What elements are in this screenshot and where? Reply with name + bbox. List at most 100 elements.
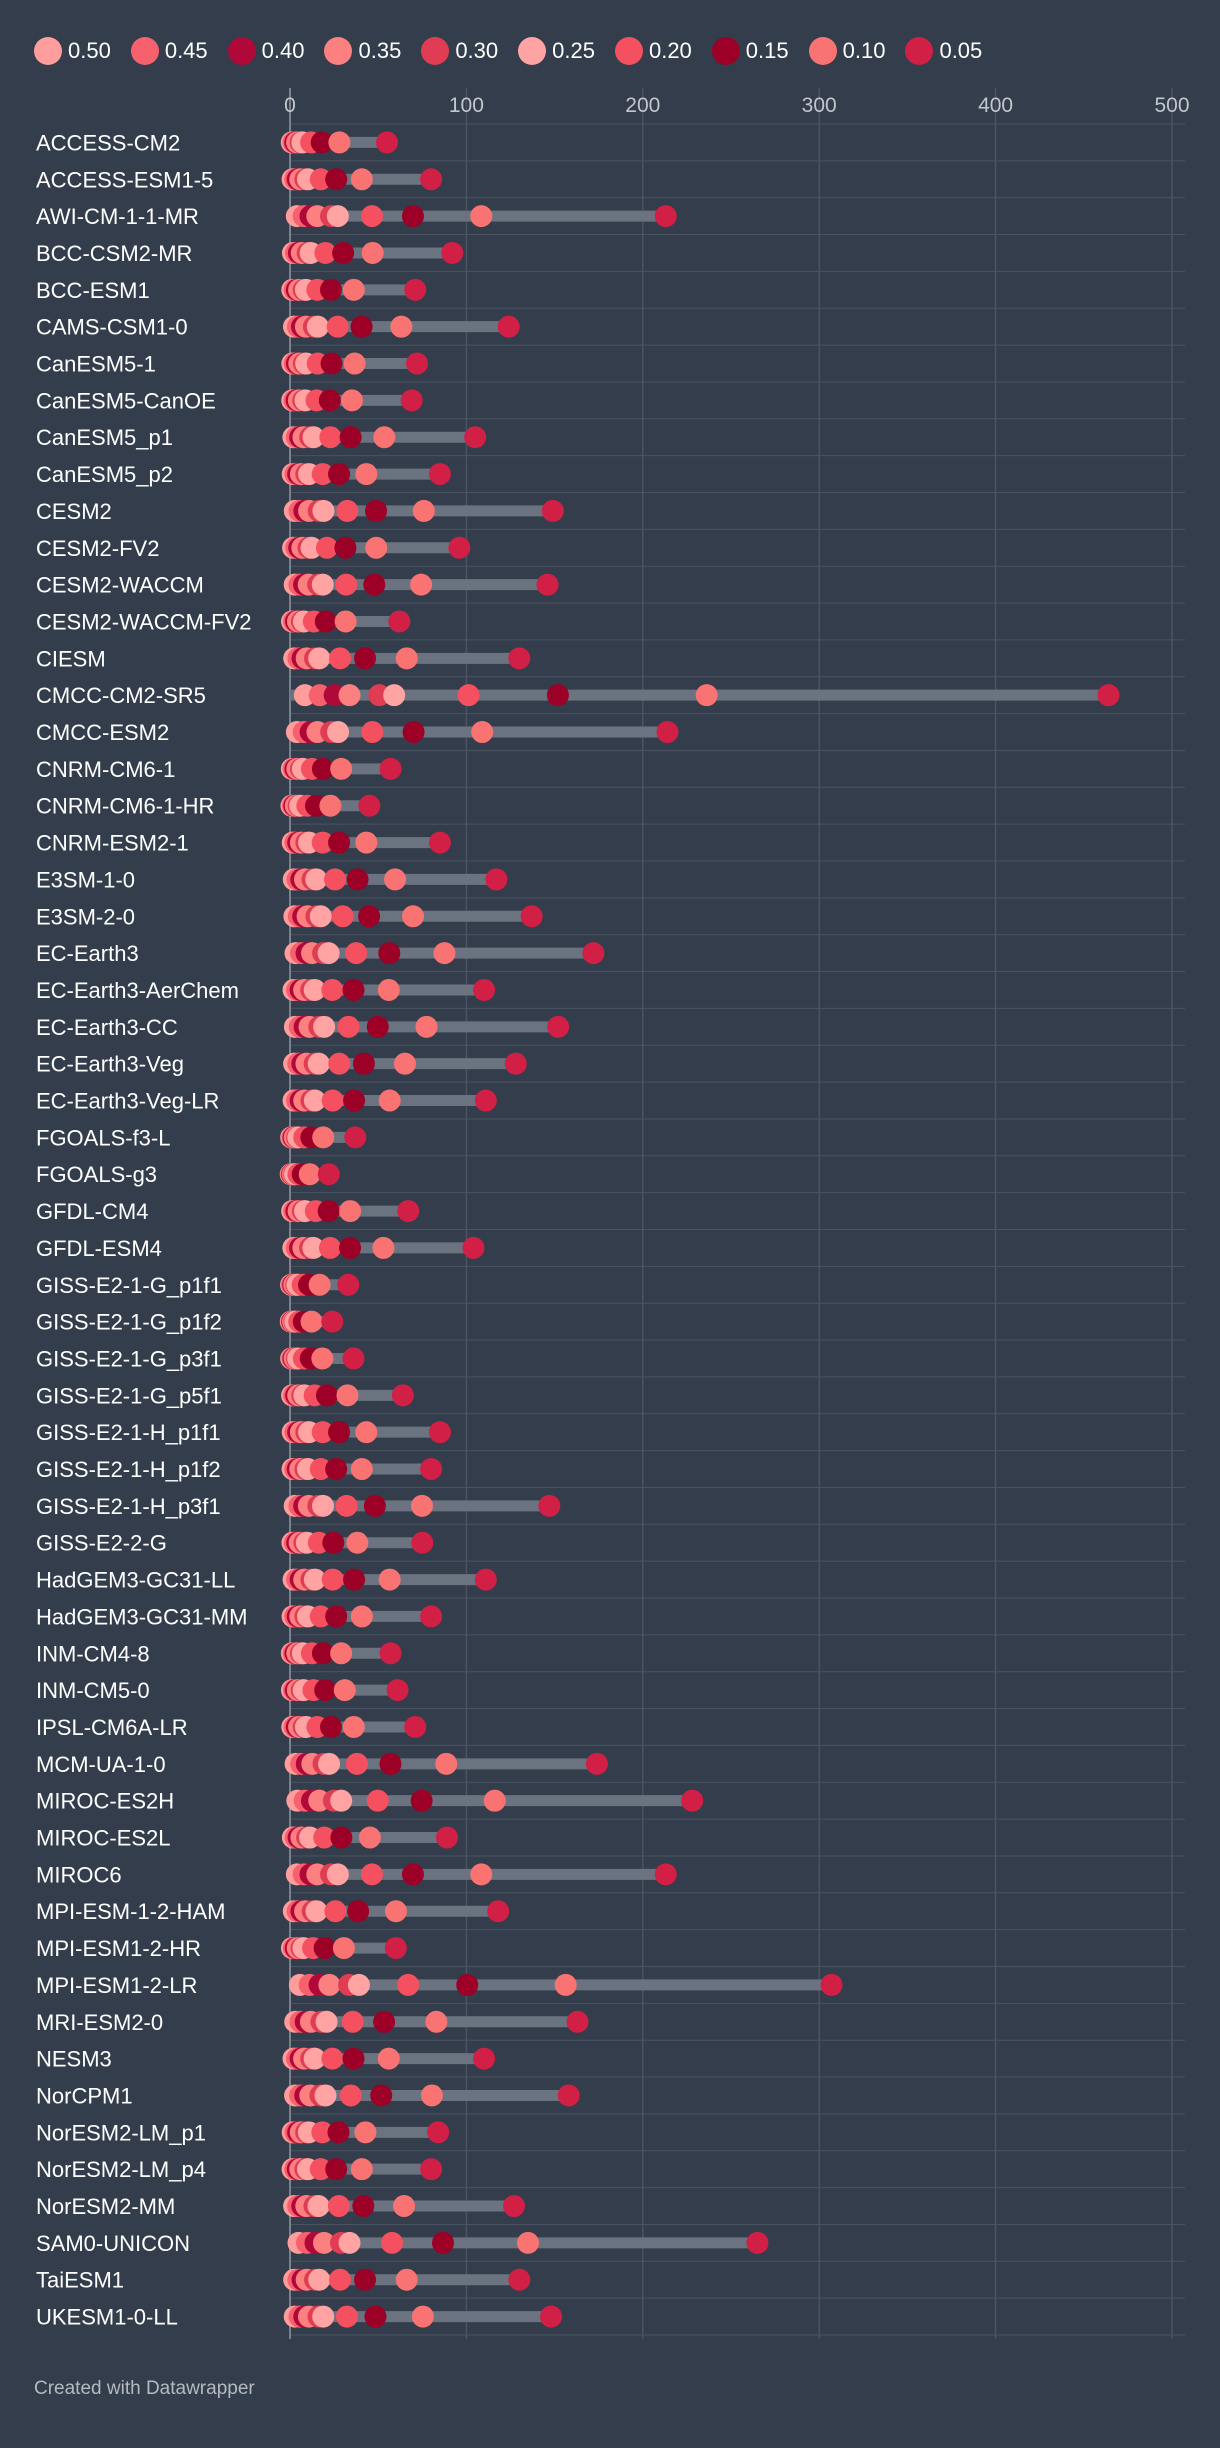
data-point bbox=[373, 2010, 396, 2033]
data-point bbox=[540, 2305, 563, 2328]
data-point bbox=[312, 1126, 335, 1149]
data-point bbox=[325, 1458, 348, 1481]
data-point bbox=[330, 757, 353, 780]
data-point bbox=[345, 942, 368, 965]
data-point bbox=[318, 1973, 341, 1996]
data-point bbox=[401, 205, 424, 228]
data-point bbox=[415, 1015, 438, 1038]
model-label: FGOALS-f3-L bbox=[36, 1125, 170, 1150]
data-point bbox=[536, 573, 559, 596]
data-point bbox=[352, 2195, 375, 2218]
data-point bbox=[305, 868, 328, 891]
data-point bbox=[324, 868, 347, 891]
model-label: EC-Earth3-Veg bbox=[36, 1052, 184, 1077]
data-point bbox=[365, 499, 388, 522]
data-point bbox=[404, 278, 427, 301]
data-point bbox=[319, 794, 342, 817]
data-point bbox=[425, 2010, 448, 2033]
legend-label: 0.10 bbox=[842, 38, 886, 63]
data-point bbox=[386, 1679, 409, 1702]
data-point bbox=[474, 1568, 497, 1591]
data-point bbox=[654, 1863, 677, 1886]
data-point bbox=[404, 1715, 427, 1738]
data-point bbox=[347, 1973, 370, 1996]
data-point bbox=[303, 978, 326, 1001]
data-point bbox=[391, 1384, 414, 1407]
legend-label: 0.05 bbox=[939, 38, 983, 63]
data-point bbox=[311, 463, 334, 486]
legend-label: 0.15 bbox=[745, 38, 789, 63]
data-point bbox=[377, 978, 400, 1001]
data-point bbox=[313, 1015, 336, 1038]
model-label: NorESM2-LM_p4 bbox=[36, 2157, 206, 2182]
data-point bbox=[300, 1310, 323, 1333]
data-point bbox=[656, 721, 679, 744]
data-point bbox=[487, 1900, 510, 1923]
data-point bbox=[341, 2010, 364, 2033]
data-point bbox=[411, 2305, 434, 2328]
legend-item: 0.50 bbox=[34, 37, 111, 65]
model-label: CIESM bbox=[36, 646, 106, 671]
legend-label: 0.50 bbox=[68, 38, 111, 63]
data-point bbox=[305, 1900, 328, 1923]
data-point bbox=[516, 2231, 539, 2254]
data-point bbox=[361, 241, 384, 264]
data-point bbox=[361, 721, 384, 744]
model-label: EC-Earth3-Veg-LR bbox=[36, 1089, 219, 1114]
data-point bbox=[366, 1789, 389, 1812]
data-point bbox=[337, 1273, 360, 1296]
data-point bbox=[350, 1605, 373, 1628]
data-point bbox=[309, 905, 332, 928]
model-label: ACCESS-CM2 bbox=[36, 130, 180, 155]
data-point bbox=[420, 1605, 443, 1628]
data-point bbox=[746, 2231, 769, 2254]
data-point bbox=[681, 1789, 704, 1812]
data-point bbox=[554, 1973, 577, 1996]
model-label: TaiESM1 bbox=[36, 2268, 124, 2293]
data-point bbox=[654, 205, 677, 228]
model-label: MIROC-ES2L bbox=[36, 1826, 170, 1851]
model-label: CAMS-CSM1-0 bbox=[36, 315, 188, 340]
model-label: CESM2-WACCM-FV2 bbox=[36, 609, 252, 634]
data-point bbox=[311, 573, 334, 596]
data-point bbox=[448, 536, 471, 559]
data-point bbox=[384, 1937, 407, 1960]
data-point bbox=[428, 831, 451, 854]
data-point bbox=[402, 905, 425, 928]
model-label: E3SM-1-0 bbox=[36, 867, 135, 892]
data-point bbox=[457, 684, 480, 707]
data-point bbox=[379, 1642, 402, 1665]
data-point bbox=[303, 2047, 326, 2070]
data-point bbox=[327, 2195, 350, 2218]
data-point bbox=[695, 684, 718, 707]
model-label: ACCESS-ESM1-5 bbox=[36, 167, 213, 192]
data-point bbox=[474, 1089, 497, 1112]
legend-item: 0.20 bbox=[614, 37, 692, 65]
data-point bbox=[462, 1236, 485, 1259]
legend-item: 0.40 bbox=[227, 37, 304, 65]
model-label: GISS-E2-1-H_p1f1 bbox=[36, 1420, 221, 1445]
data-point bbox=[330, 1789, 353, 1812]
data-point bbox=[309, 2158, 332, 2181]
legend-swatch bbox=[518, 37, 547, 65]
data-point bbox=[312, 499, 335, 522]
data-point bbox=[315, 1384, 338, 1407]
data-point bbox=[350, 315, 373, 338]
datawrapper-credit[interactable]: Created with Datawrapper bbox=[34, 2378, 255, 2399]
data-point bbox=[328, 463, 351, 486]
x-tick-label: 100 bbox=[449, 94, 484, 117]
data-point bbox=[343, 352, 366, 375]
legend-swatch bbox=[34, 37, 62, 65]
data-point bbox=[325, 2158, 348, 2181]
legend-label: 0.30 bbox=[455, 38, 499, 63]
data-point bbox=[503, 2195, 526, 2218]
data-point bbox=[433, 942, 456, 965]
model-label: HadGEM3-GC31-LL bbox=[36, 1568, 235, 1593]
data-point bbox=[311, 1642, 334, 1665]
model-label: EC-Earth3-AerChem bbox=[36, 978, 239, 1003]
data-point bbox=[339, 1200, 362, 1223]
data-point bbox=[411, 1494, 434, 1517]
data-point bbox=[343, 1089, 366, 1112]
legend-swatch bbox=[905, 37, 934, 65]
data-point bbox=[321, 978, 344, 1001]
